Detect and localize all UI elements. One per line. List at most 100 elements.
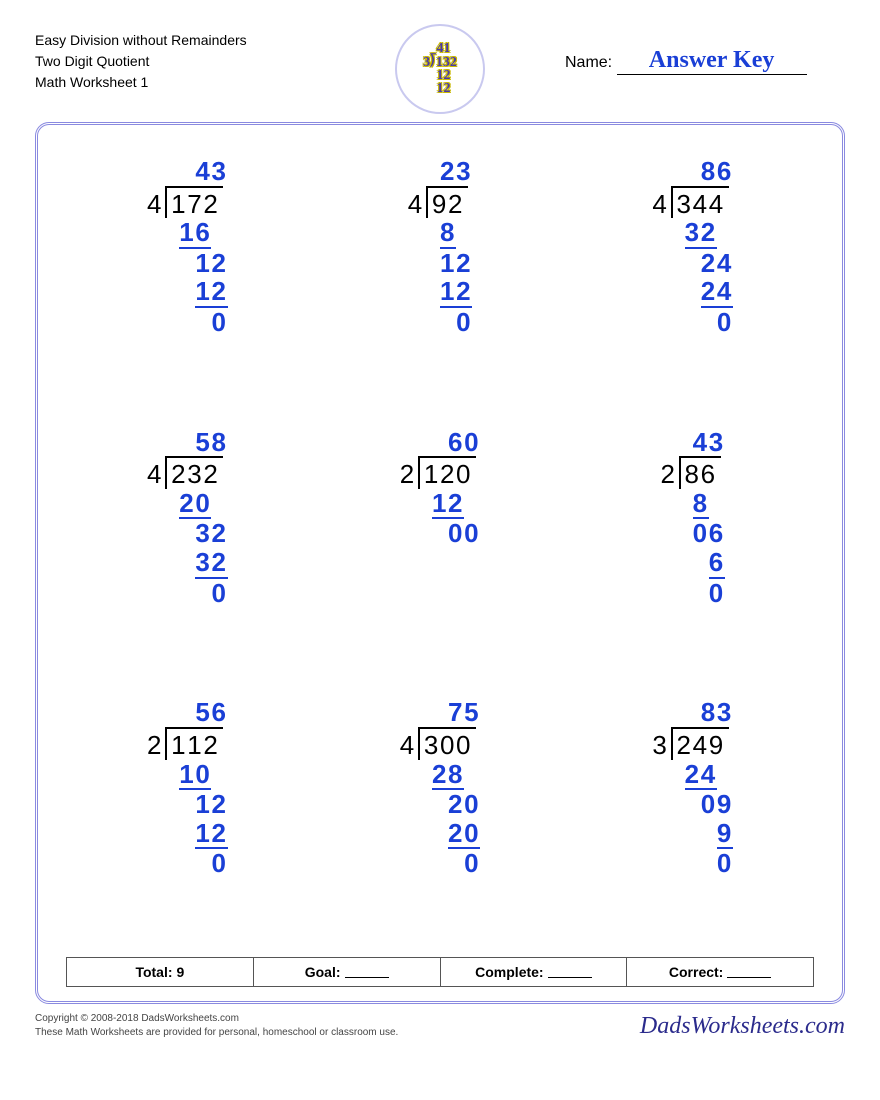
long-division: 602120 12 00 [400,428,481,548]
work-underline: 12 [432,489,464,520]
dividend: 344 [671,186,729,219]
quotient: 86 [701,157,733,186]
work-row: 0 [400,849,481,878]
title-line-1: Easy Division without Remainders [35,30,295,51]
name-value: Answer Key [617,48,807,75]
work-row: 32 [652,218,733,249]
problem-cell: 43286 8 06 6 0 [571,424,814,681]
work-text: 0 [464,848,480,878]
work-row: 0 [660,579,724,608]
score-total: Total: 9 [67,958,254,986]
divisor: 4 [408,190,426,219]
quotient: 58 [195,428,227,457]
work-underline: 28 [432,760,464,791]
work-text: 0 [717,307,733,337]
work-row: 12 [147,249,228,278]
work-row: 8 [660,489,724,520]
work-row: 10 [147,760,228,791]
work-row: 6 [660,548,724,579]
dividend: 172 [165,186,223,219]
dividend-row: 2112 [147,727,228,760]
problem-cell: 754300 28 20 20 0 [319,694,562,951]
quotient-row: 60 [400,428,481,457]
complete-blank [548,966,592,979]
work-text: 12 [195,789,227,819]
score-correct: Correct: [627,958,813,986]
work-underline: 20 [448,819,480,850]
work-underline: 8 [693,489,709,520]
divisor: 3 [652,731,670,760]
problem-cell: 602120 12 00 [319,424,562,681]
work-underline: 12 [440,277,472,308]
dividend-row: 4172 [147,186,228,219]
worksheet-page: Easy Division without Remainders Two Dig… [0,0,880,1100]
footer-left: Copyright © 2008-2018 DadsWorksheets.com… [35,1012,398,1040]
dividend: 249 [671,727,729,760]
work-row: 20 [400,790,481,819]
quotient-row: 43 [660,428,724,457]
dividend: 86 [679,456,721,489]
dividend: 112 [165,727,223,760]
work-text: 0 [211,578,227,608]
dividend-row: 4300 [400,727,481,760]
dividend-row: 4344 [652,186,733,219]
score-complete: Complete: [441,958,628,986]
title-block: Easy Division without Remainders Two Dig… [35,30,295,93]
work-row: 0 [147,308,228,337]
work-row: 20 [147,489,228,520]
dividend-row: 3249 [652,727,733,760]
work-row: 9 [652,819,733,850]
copyright: Copyright © 2008-2018 DadsWorksheets.com [35,1012,398,1026]
header: Easy Division without Remainders Two Dig… [35,30,845,120]
work-row: 32 [147,519,228,548]
division-badge-icon: 41 3⟌132 12 12 [395,24,485,114]
work-underline: 32 [685,218,717,249]
quotient: 43 [693,428,725,457]
dividend: 232 [165,456,223,489]
work-row: 20 [400,819,481,850]
quotient-row: 86 [652,157,733,186]
work-row: 12 [400,489,481,520]
title-line-2: Two Digit Quotient [35,51,295,72]
work-text: 12 [195,248,227,278]
title-line-3: Math Worksheet 1 [35,72,295,93]
problem-cell: 562112 10 12 12 0 [66,694,309,951]
goal-blank [345,966,389,979]
work-row: 24 [652,277,733,308]
problem-cell: 23492 8 12 12 0 [319,153,562,410]
work-text: 09 [701,789,733,819]
long-division: 864344 32 24 24 0 [652,157,733,337]
work-row: 24 [652,760,733,791]
long-division: 754300 28 20 20 0 [400,698,481,878]
work-row: 12 [147,790,228,819]
footer-note: These Math Worksheets are provided for p… [35,1026,398,1040]
work-row: 8 [408,218,472,249]
long-division: 584232 20 32 32 0 [147,428,228,608]
work-underline: 6 [709,548,725,579]
quotient-row: 23 [408,157,472,186]
dividend-row: 286 [660,456,724,489]
divisor: 4 [652,190,670,219]
quotient-row: 83 [652,698,733,727]
problem-cell: 584232 20 32 32 0 [66,424,309,681]
goal-label: Goal: [305,964,341,980]
work-underline: 12 [195,819,227,850]
work-row: 12 [147,819,228,850]
work-text: 0 [456,307,472,337]
quotient-row: 58 [147,428,228,457]
dividend: 120 [418,456,476,489]
work-row: 0 [652,308,733,337]
work-underline: 24 [685,760,717,791]
quotient: 60 [448,428,480,457]
work-underline: 24 [701,277,733,308]
long-division: 434172 16 12 12 0 [147,157,228,337]
work-text: 0 [717,848,733,878]
work-row: 00 [400,519,481,548]
quotient-row: 75 [400,698,481,727]
work-text: 0 [709,578,725,608]
work-underline: 16 [179,218,211,249]
problems-grid: 434172 16 12 12 0 23492 8 12 12 0 864344… [66,153,814,951]
work-text: 06 [693,518,725,548]
dividend: 300 [418,727,476,760]
badge-text: 41 3⟌132 12 12 [423,42,457,95]
